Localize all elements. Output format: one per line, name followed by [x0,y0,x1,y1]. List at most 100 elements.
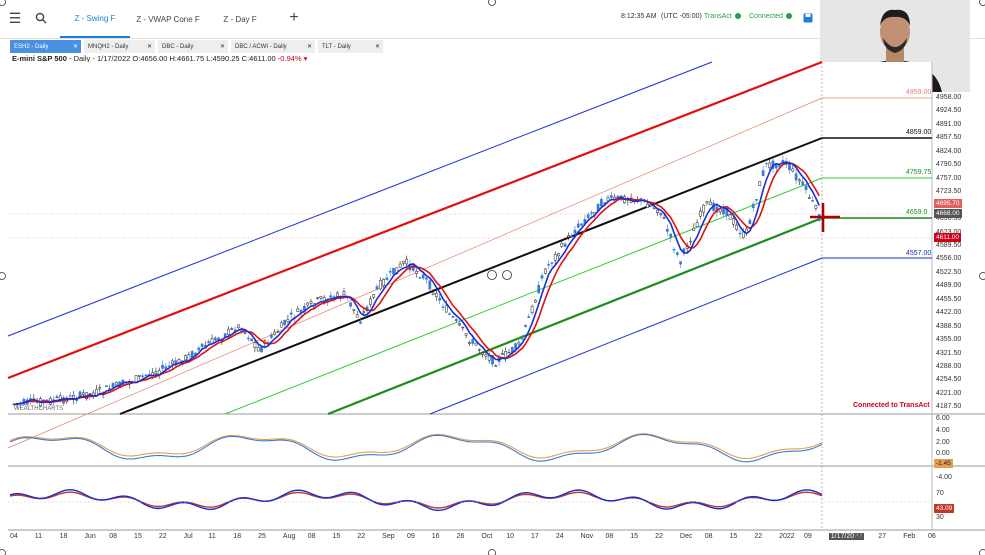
candle-body [230,328,234,330]
candle-body [250,338,253,342]
candle-body [801,181,805,186]
candle-body [95,389,98,396]
candle-body [243,332,247,334]
candle-body [814,205,818,209]
broker-status[interactable]: TransAct [704,13,741,20]
candle-body [431,292,435,295]
candle-body [369,298,372,305]
price-badge-gray: 4668.00 [934,209,962,218]
candle-body [557,253,560,257]
candle-body [141,375,145,377]
candle-body [768,162,772,169]
time-axis-tick: 09 [803,533,812,540]
candle-body [329,295,333,298]
candle-body [547,264,550,266]
tab-day[interactable]: Z - Day F [223,14,257,24]
candle-body [138,375,141,377]
candle-body [355,314,359,318]
time-axis-tick: Dec [679,533,693,540]
time-axis-tick: 11 [34,533,43,540]
chart-tab-esh2[interactable]: ESH2 - Daily ✕ [10,40,81,53]
timezone: (UTC -05:00) [661,13,702,20]
resize-handle[interactable] [0,272,6,280]
price-axis-tick: 4455.50 [936,295,962,303]
time-axis-tick: 08 [109,533,118,540]
oscillator-1-tick: 0.00 [936,450,950,458]
dropdown-triangle-icon[interactable]: ▾ [303,54,308,63]
chart-tab-dbc[interactable]: DBC - Daily ✕ [158,40,228,53]
candle-body [415,271,418,274]
candle-body [794,173,798,181]
tab-vwap-cone[interactable]: Z - VWAP Cone F [136,14,200,24]
price-axis-tick: 4790.50 [936,161,962,169]
chart-tab-dbc-acwi[interactable]: DBC / ACWI - Daily ✕ [231,40,315,53]
candle-body [590,212,593,214]
resize-handle[interactable] [979,549,985,555]
price-axis-tick: 4355.00 [936,336,962,344]
oscillator-1-line [9,433,823,463]
plus-icon[interactable]: + [289,9,299,26]
connection-status[interactable]: Connected [749,13,792,20]
resize-handle[interactable] [0,549,6,555]
resize-handle[interactable] [488,549,496,555]
drawing-handle[interactable] [502,270,512,280]
candle-body [435,293,438,297]
candle-body [675,252,679,255]
candle-body [105,385,108,388]
time-axis-tick: 09 [406,533,415,540]
candle-body [788,164,791,171]
candle-body [372,294,376,298]
candle-body [699,210,702,217]
candle-body [375,286,379,290]
resize-handle[interactable] [488,0,496,6]
drawing-handle[interactable] [487,270,497,280]
candle-body [98,387,102,390]
candle-body [524,324,527,327]
resize-handle[interactable] [0,0,6,6]
candle-body [520,338,524,340]
oscillator-2-tick: 70 [936,490,944,497]
candle-body [507,351,511,354]
candle-body [428,280,432,290]
chart-tab-mnqh2[interactable]: MNQH2 - Daily ✕ [84,40,155,53]
candle-body [303,305,306,311]
candle-body [382,279,385,286]
oscillator-1-value: -1.45 [934,459,953,468]
menu-icon[interactable]: ☰ [8,9,22,26]
candle-body [573,229,577,234]
candle-body [207,341,211,344]
candle-body [296,308,300,312]
level-label-top: 4959.00 [906,89,932,96]
candle-body [55,396,59,399]
time-axis-tick: 15 [729,533,738,540]
level-label-blue: 4557.00 [906,250,932,257]
oscillator-2-value: 43.09 [934,504,955,513]
symbol-info: E-mini S&P 500 - Daily - 1/17/2022 O:465… [12,54,308,63]
time-axis-tick: 16 [431,533,440,540]
save-icon[interactable] [799,9,817,27]
candle-body [451,316,455,318]
channel-light-red [7,97,823,449]
candle-body [672,249,676,251]
candle-body [392,267,395,275]
tab-swing[interactable]: Z - Swing F [60,0,130,38]
time-axis-tick: Nov [580,533,594,540]
resize-handle[interactable] [979,0,985,6]
candle-body [75,399,79,401]
candle-body [540,275,544,279]
time-axis-tick: 27 [878,533,887,540]
price-axis-tick: 4422.00 [936,309,962,317]
price-axis-tick: 4288.00 [936,363,962,370]
price-axis-tick: 4522.50 [936,268,962,276]
resize-handle[interactable] [979,272,985,280]
candle-body [279,322,283,328]
candle-body [171,360,174,365]
candle-body [184,355,187,361]
time-axis-tick: Oct [481,533,493,540]
chart-tab-tlt[interactable]: TLT - Daily ✕ [318,40,383,53]
candle-body [144,374,148,377]
candle-body [669,233,673,238]
search-icon[interactable] [32,9,50,27]
channel-red [7,60,823,380]
